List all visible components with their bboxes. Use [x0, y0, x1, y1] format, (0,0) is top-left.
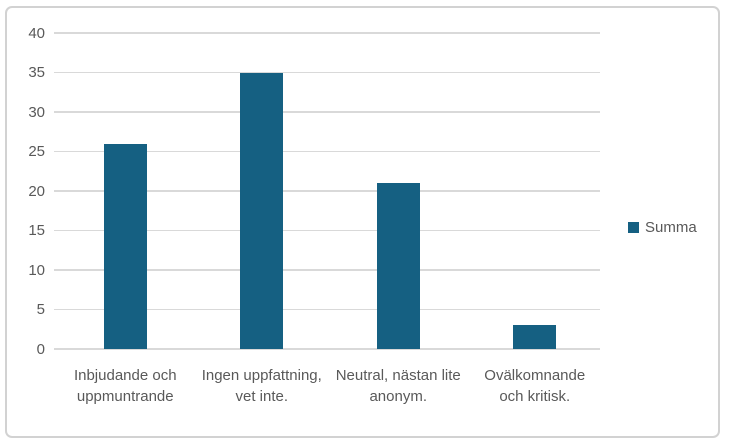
y-axis-tick-label-30: 30 [28, 103, 45, 121]
gridline-y-35 [54, 71, 600, 74]
y-axis-tick-label-40: 40 [28, 24, 45, 42]
legend-swatch-icon [628, 222, 639, 233]
gridline-y-10 [54, 269, 600, 271]
gridline-y-15 [54, 229, 600, 232]
bar-3[interactable] [376, 183, 420, 349]
legend[interactable]: Summa [628, 219, 697, 236]
legend-label: Summa [645, 219, 697, 236]
gridline-y-40 [54, 32, 600, 34]
bar-2[interactable] [240, 72, 284, 349]
gridline-y-5 [54, 308, 600, 311]
gridline-y-30 [54, 111, 600, 113]
x-axis-category-label-2: Ingen uppfattning, vet inte. [201, 367, 322, 405]
bar-1[interactable] [103, 143, 147, 349]
x-axis-category-label-4: Ovälkomnande och kritisk. [484, 367, 586, 405]
x-axis-category-label-1: Inbjudande och uppmuntrande [73, 367, 177, 405]
gridline-y-25 [54, 150, 600, 153]
chart-frame: 0 5 10 15 20 25 30 35 40 Inbjudande och uppmuntra… [5, 6, 720, 438]
x-axis-category-label-3: Neutral, nästan lite anonym. [335, 367, 461, 405]
y-axis-tick-label-0: 0 [36, 340, 45, 358]
y-axis-tick-label-10: 10 [28, 261, 45, 279]
y-axis-tick-label-20: 20 [28, 182, 45, 200]
gridline-y-20 [54, 190, 600, 192]
y-axis-tick-label-15: 15 [28, 222, 45, 239]
y-axis-tick-label-25: 25 [28, 143, 45, 160]
y-axis-tick-label-5: 5 [36, 301, 45, 318]
bar-4[interactable] [513, 325, 557, 349]
gridline-y-0 [54, 348, 600, 350]
y-axis-tick-label-35: 35 [28, 64, 45, 81]
